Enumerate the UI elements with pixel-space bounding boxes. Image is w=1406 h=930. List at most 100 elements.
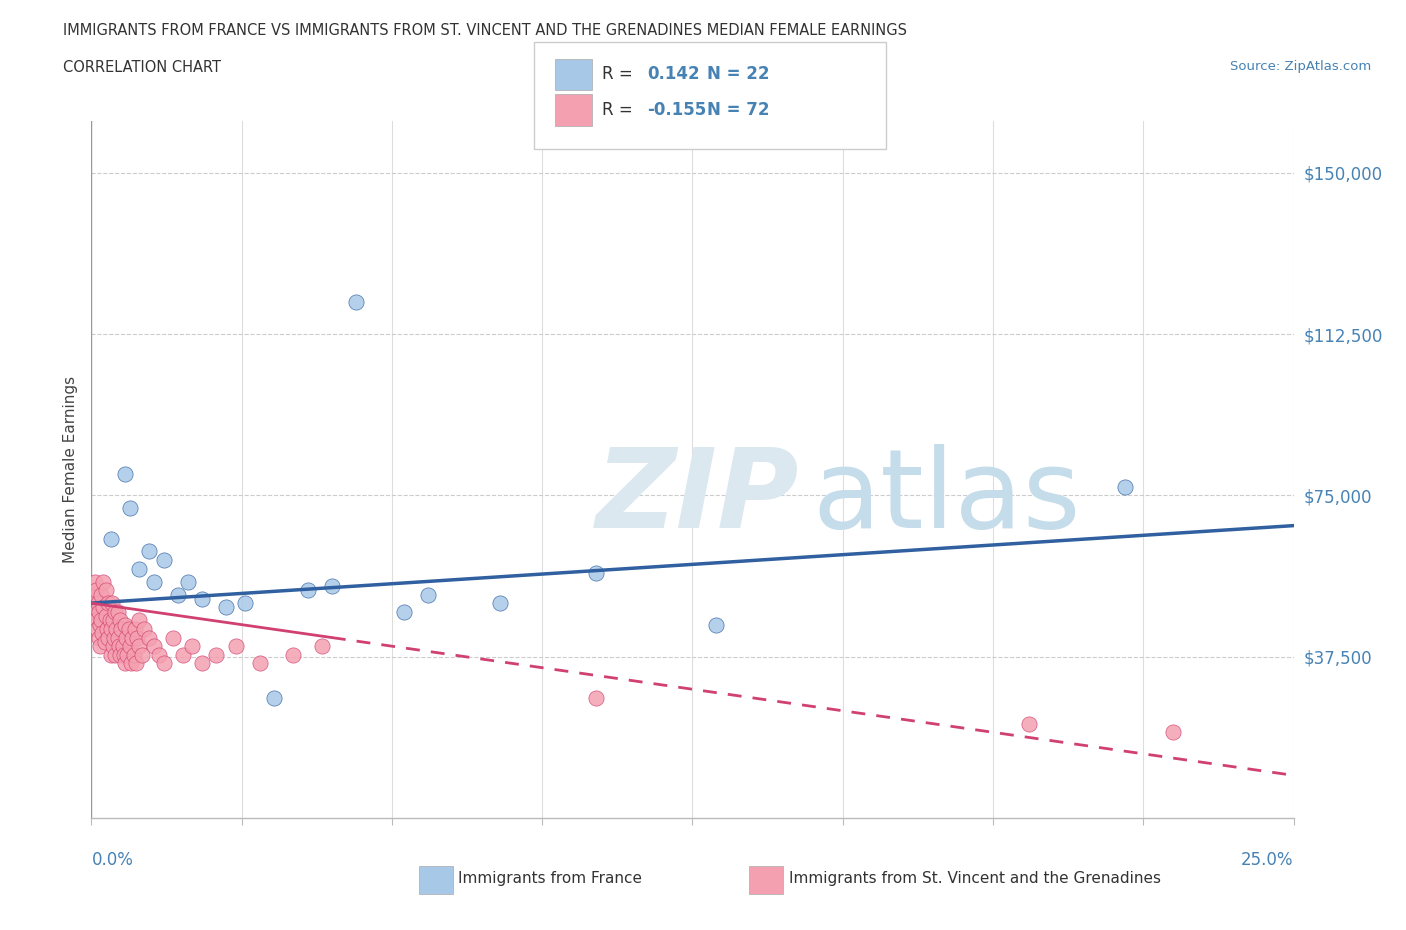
Point: [122, 647, 145, 662]
Point: [111, 639, 134, 654]
Point: [128, 561, 150, 576]
Point: [101, 639, 124, 654]
Point: [83, 587, 105, 602]
Point: [297, 583, 319, 598]
Point: [1161, 724, 1184, 739]
Point: [86, 621, 108, 636]
Point: [148, 647, 170, 662]
Text: Immigrants from St. Vincent and the Grenadines: Immigrants from St. Vincent and the Gren…: [789, 871, 1161, 886]
Point: [191, 591, 214, 606]
Point: [94, 583, 117, 598]
Point: [131, 647, 153, 662]
Point: [114, 618, 136, 632]
Point: [103, 631, 125, 645]
Point: [89, 639, 111, 654]
Point: [112, 647, 135, 662]
Point: [90, 587, 112, 602]
Point: [100, 596, 122, 611]
Point: [107, 604, 129, 619]
Point: [93, 600, 115, 615]
Point: [263, 690, 285, 705]
Text: ZIP: ZIP: [596, 444, 800, 551]
Point: [93, 574, 115, 589]
Point: [108, 639, 131, 654]
Point: [84, 574, 107, 589]
Point: [344, 294, 367, 309]
Text: N = 22: N = 22: [707, 65, 769, 84]
Text: -0.155: -0.155: [647, 100, 706, 119]
Point: [392, 604, 415, 619]
Point: [152, 656, 174, 671]
Point: [110, 621, 132, 636]
Point: [121, 631, 143, 645]
Point: [162, 631, 184, 645]
Point: [128, 639, 150, 654]
Y-axis label: Median Female Earnings: Median Female Earnings: [62, 376, 77, 564]
Point: [283, 647, 305, 662]
Point: [100, 647, 122, 662]
Point: [205, 647, 228, 662]
Point: [100, 621, 122, 636]
Point: [100, 531, 122, 546]
Point: [191, 656, 214, 671]
Point: [84, 583, 107, 598]
Point: [225, 639, 247, 654]
Point: [585, 690, 607, 705]
Text: 25.0%: 25.0%: [1241, 851, 1294, 870]
Point: [96, 621, 118, 636]
Text: Immigrants from France: Immigrants from France: [458, 871, 643, 886]
Point: [120, 656, 142, 671]
Point: [105, 621, 128, 636]
Point: [176, 574, 198, 589]
Point: [98, 613, 121, 628]
Point: [90, 613, 112, 628]
Point: [585, 565, 607, 580]
Point: [117, 647, 139, 662]
Point: [172, 647, 194, 662]
Point: [104, 604, 127, 619]
Point: [114, 656, 136, 671]
Point: [94, 608, 117, 623]
Point: [134, 621, 156, 636]
Point: [83, 604, 105, 619]
Point: [706, 618, 728, 632]
Point: [104, 647, 127, 662]
Point: [167, 587, 190, 602]
Point: [142, 574, 165, 589]
Point: [489, 596, 512, 611]
Point: [87, 604, 110, 619]
Point: [107, 631, 129, 645]
Text: Source: ZipAtlas.com: Source: ZipAtlas.com: [1230, 60, 1371, 73]
Point: [125, 631, 148, 645]
Point: [128, 613, 150, 628]
Text: 0.142: 0.142: [647, 65, 699, 84]
Point: [97, 596, 120, 611]
Point: [89, 618, 111, 632]
Point: [86, 596, 108, 611]
Point: [138, 544, 160, 559]
Text: CORRELATION CHART: CORRELATION CHART: [63, 60, 221, 75]
Point: [311, 639, 333, 654]
Point: [152, 552, 174, 567]
Point: [87, 631, 110, 645]
Point: [84, 613, 107, 628]
Text: IMMIGRANTS FROM FRANCE VS IMMIGRANTS FROM ST. VINCENT AND THE GRENADINES MEDIAN : IMMIGRANTS FROM FRANCE VS IMMIGRANTS FRO…: [63, 23, 907, 38]
Point: [110, 647, 132, 662]
Point: [181, 639, 204, 654]
Point: [215, 600, 238, 615]
Point: [118, 621, 141, 636]
Point: [142, 639, 165, 654]
Point: [115, 631, 138, 645]
Point: [101, 613, 124, 628]
Point: [249, 656, 271, 671]
Point: [124, 656, 146, 671]
Text: 0.0%: 0.0%: [91, 851, 134, 870]
Point: [94, 634, 117, 649]
Point: [118, 501, 141, 516]
Text: atlas: atlas: [813, 444, 1081, 551]
Point: [321, 578, 343, 593]
Text: N = 72: N = 72: [707, 100, 769, 119]
Point: [124, 621, 146, 636]
Point: [1018, 716, 1040, 731]
Point: [97, 631, 120, 645]
